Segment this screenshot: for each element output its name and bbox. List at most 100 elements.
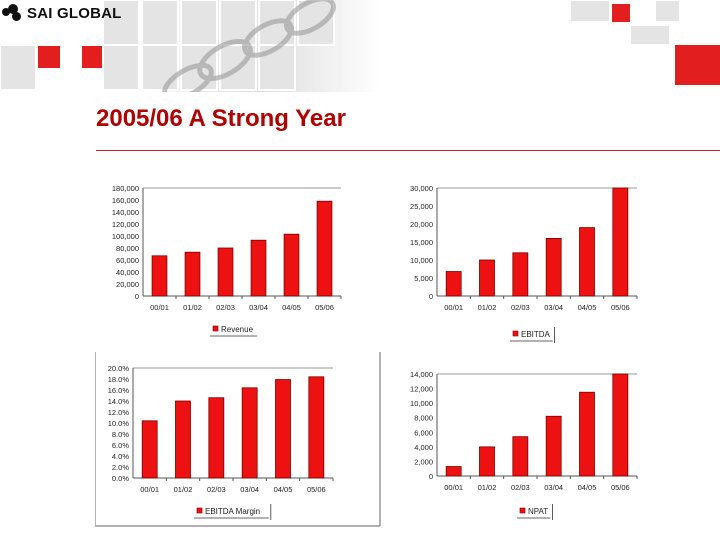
bar [175,400,191,479]
x-tick-label: 03/04 [240,485,259,494]
x-tick-label: 05/06 [611,303,630,312]
x-tick-label: 02/03 [511,483,530,492]
y-tick-label: 0 [429,472,433,481]
bar [250,239,267,297]
y-tick-label: 30,000 [410,184,433,193]
y-tick-label: 4,000 [414,443,433,452]
bar [612,373,629,477]
legend-label: NPAT [528,507,548,516]
y-tick-label: 6.0% [112,441,129,450]
y-tick-label: 12,000 [410,385,433,394]
y-tick-label: 2,000 [414,457,433,466]
x-tick-label: 05/06 [315,303,334,312]
y-tick-label: 14.0% [108,397,130,406]
y-tick-label: 80,000 [116,244,139,253]
legend: EBITDA Margin [196,507,260,516]
y-tick-label: 10.0% [108,419,130,428]
x-tick-label: 02/03 [511,303,530,312]
npat-chart: 14,000 12,000 10,000 8,000 6,000 4,000 2,000 0 0… [395,362,645,527]
legend-swatch [196,507,203,514]
y-tick-label: 5,000 [414,274,433,283]
bar [208,397,225,479]
bar [545,415,562,477]
y-tick-label: 14,000 [410,370,433,379]
y-tick-label: 0 [135,292,139,301]
legend-swatch [212,325,219,332]
y-tick-label: 0.0% [112,474,129,483]
y-tick-label: 18.0% [108,375,130,384]
x-tick-label: 00/01 [140,485,159,494]
legend: EBITDA [512,330,551,339]
legend: Revenue [212,325,254,334]
y-tick-label: 16.0% [108,386,130,395]
bar [512,252,529,297]
y-tick-label: 12.0% [108,408,130,417]
y-tick-label: 20.0% [108,364,130,373]
header-graphic [0,0,720,102]
y-tick-label: 15,000 [410,238,433,247]
bar [241,387,258,479]
y-tick-label: 0 [429,292,433,301]
x-tick-label: 05/06 [611,483,630,492]
header-banner: SAI GLOBAL [0,0,720,102]
y-tick-label: 40,000 [116,268,139,277]
bar [479,446,495,477]
y-tick-label: 20,000 [116,280,139,289]
bar [184,251,201,297]
x-tick-label: 04/05 [578,483,597,492]
ebitda-margin-chart: 20.0% 18.0% 16.0% 14.0% 12.0% 10.0% 8.0% 6.0% 4.… [94,352,385,527]
bar [512,436,529,477]
bar [579,391,595,477]
x-tick-label: 00/01 [150,303,169,312]
revenue-chart: 180,000 160,000 140,000 120,000 100,000 80,00… [95,180,345,345]
legend-label: Revenue [221,325,254,334]
bar [316,200,333,297]
bar [308,376,325,479]
ebitda-chart: 30,000 25,000 20,000 15,000 10,000 5,000 0 00/0… [395,180,645,345]
y-tick-label: 2.0% [112,463,129,472]
bar [283,233,300,297]
x-tick-label: 02/03 [216,303,235,312]
y-tick-label: 180,000 [112,184,139,193]
y-tick-label: 160,000 [112,196,139,205]
bar [275,379,291,479]
bar [141,420,158,479]
bar [479,259,495,297]
x-tick-label: 00/01 [444,303,463,312]
x-tick-label: 03/04 [544,303,563,312]
x-tick-label: 03/04 [544,483,563,492]
x-tick-label: 04/05 [274,485,293,494]
x-tick-label: 05/06 [307,485,326,494]
x-tick-label: 03/04 [249,303,268,312]
y-tick-label: 120,000 [112,220,139,229]
y-tick-label: 8,000 [414,414,433,423]
bar [445,271,462,297]
bar [445,466,462,477]
x-tick-label: 01/02 [183,303,202,312]
bar [612,187,629,297]
x-tick-label: 01/02 [478,483,497,492]
x-tick-label: 04/05 [282,303,301,312]
x-tick-label: 01/02 [174,485,193,494]
y-tick-label: 20,000 [410,220,433,229]
y-tick-label: 10,000 [410,256,433,265]
legend-swatch [519,507,526,514]
x-tick-label: 04/05 [578,303,597,312]
bar [579,227,595,297]
y-tick-label: 8.0% [112,430,129,439]
y-tick-label: 60,000 [116,256,139,265]
logo-text: SAI GLOBAL [27,4,122,22]
bar [217,247,234,297]
chart-svg: 20.0% 18.0% 16.0% 14.0% 12.0% 10.0% 8.0% 6.0% 4.… [94,352,381,527]
y-tick-label: 25,000 [410,202,433,211]
legend-swatch [512,330,519,337]
legend-label: EBITDA [521,330,551,339]
y-tick-label: 100,000 [112,232,139,241]
y-tick-label: 140,000 [112,208,139,217]
y-tick-label: 4.0% [112,452,129,461]
y-tick-label: 6,000 [414,428,433,437]
chart-svg: 30,000 25,000 20,000 15,000 10,000 5,000 0 00/0… [410,184,638,343]
legend-label: EBITDA Margin [205,507,260,516]
page-title: 2005/06 A Strong Year [96,105,346,132]
logo: SAI GLOBAL [2,4,122,22]
